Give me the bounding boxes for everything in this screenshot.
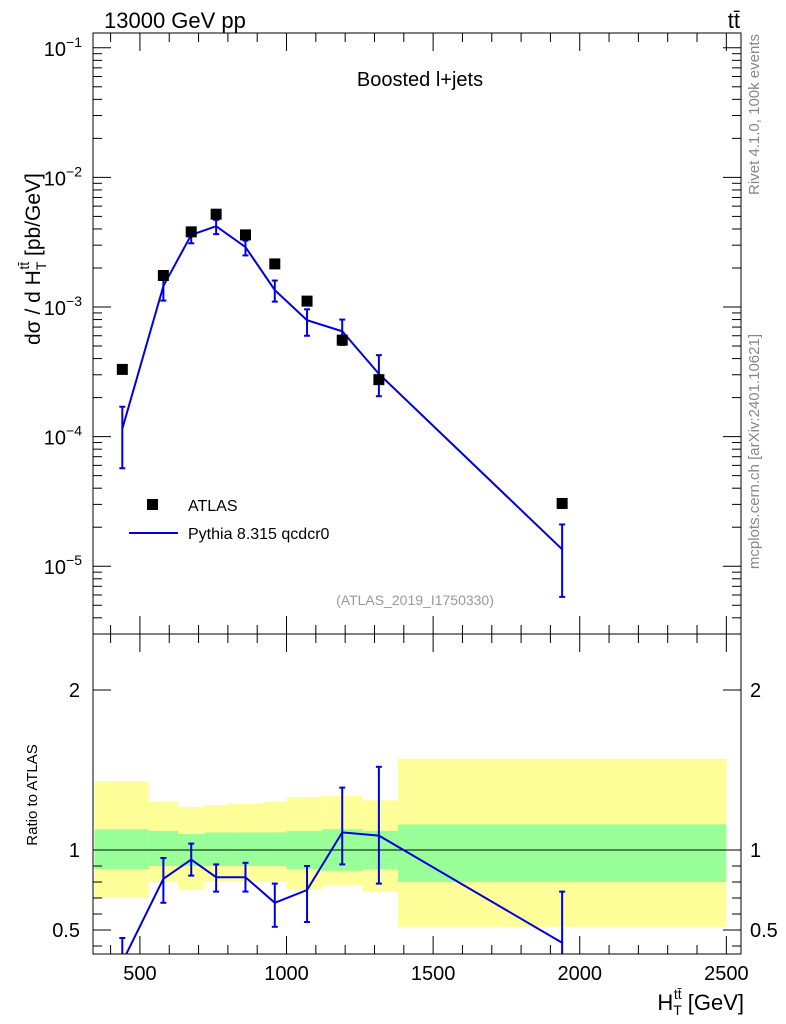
ratio-ytick-label-right: 0.5 [750, 920, 778, 942]
main-ytick-label: 10−5 [44, 552, 82, 579]
legend-atlas-marker [147, 499, 158, 510]
main-frame [92, 32, 742, 635]
atlas-point [239, 229, 251, 241]
mc-series [119, 218, 566, 598]
ratio-ytick-label: 0.5 [52, 920, 80, 942]
mc-line [121, 225, 563, 551]
ytick-base: 10 [44, 39, 66, 61]
ratio-ytick-labels: 2 2 1 1 0.5 0.5 [52, 680, 778, 942]
atlas-point [157, 269, 169, 281]
atlas-point [301, 295, 313, 307]
rivet-label: Rivet 4.1.0, 100k events [746, 34, 763, 195]
ytick-exp: −5 [66, 552, 82, 568]
ytick-exp: −3 [66, 293, 82, 309]
ratio-axis-ticks [93, 634, 741, 954]
ytick-base: 10 [44, 428, 66, 450]
xtick-label: 2500 [704, 963, 749, 985]
atlas-point [269, 258, 281, 270]
xlabel-sub: T [673, 1002, 682, 1018]
atlas-point [185, 226, 197, 238]
ytick-exp: −1 [66, 34, 82, 50]
xlabel: HTtt̄ [GeV] [657, 986, 744, 1018]
atlas-series [116, 208, 568, 509]
ytick-exp: −2 [66, 163, 82, 179]
xtick-label: 1500 [411, 963, 456, 985]
atlas-point [116, 363, 128, 375]
ratio-band-inner [397, 824, 727, 882]
main-ytick-label: 10−2 [44, 163, 82, 190]
ratio-frame [92, 633, 742, 955]
ratio-line [125, 831, 563, 954]
xtick-label: 1000 [264, 963, 309, 985]
ylabel-sup: tt̄ [16, 262, 32, 270]
main-ytick-label: 10−4 [44, 423, 82, 450]
xtick-label: 2000 [557, 963, 602, 985]
atlas-point [373, 374, 385, 386]
ratio-ytick-label: 1 [69, 840, 80, 862]
atlas-point [556, 497, 568, 509]
header-left: 13000 GeV pp [104, 8, 246, 33]
ylabel-part-a: dσ / d H [22, 270, 45, 345]
ratio-series-group [119, 765, 566, 954]
header-right: tt̄ [728, 8, 740, 33]
ratio-ytick-label: 2 [69, 680, 80, 702]
xtick-label: 500 [123, 963, 156, 985]
ratio-series [119, 765, 566, 954]
ratio-ytick-label-right: 2 [750, 680, 761, 702]
ratio-band-inner [227, 832, 264, 866]
main-ytick-label: 10−3 [44, 293, 82, 320]
main-ytick-label: 10−1 [44, 34, 82, 61]
legend-mc-label: Pythia 8.315 qcdcr0 [188, 526, 330, 543]
ratio-band-inner [204, 832, 228, 866]
ratio-ylabel: Ratio to ATLAS [24, 744, 41, 845]
source-label: mcplots.cern.ch [arXiv:2401.10621] [746, 334, 763, 569]
ratio-xtick-labels: 500 1000 1500 2000 2500 [123, 963, 748, 985]
ylabel-sub: T [33, 261, 49, 270]
ytick-base: 10 [44, 298, 66, 320]
analysis-id: (ATLAS_2019_I1750330) [336, 592, 494, 608]
xlabel-sup: tt̄ [674, 986, 682, 1002]
main-ylabel: dσ / d HTtt̄ [pb/GeV] [16, 173, 49, 345]
ratio-ytick-label-right: 1 [750, 840, 761, 862]
main-ytick-labels: 10−110−210−310−410−5 [44, 34, 82, 579]
ytick-base: 10 [44, 168, 66, 190]
xlabel-unit: [GeV] [682, 990, 744, 1015]
ratio-band-inner [94, 829, 149, 870]
legend-atlas-label: ATLAS [188, 498, 238, 515]
plot-title: Boosted l+jets [357, 69, 483, 91]
atlas-point [336, 334, 348, 346]
atlas-point [210, 208, 222, 220]
ylabel-unit: [pb/GeV] [22, 173, 45, 262]
ytick-base: 10 [44, 557, 66, 579]
legend: ATLAS Pythia 8.315 qcdcr0 [129, 498, 330, 543]
ytick-exp: −4 [66, 423, 82, 439]
main-axis-ticks [93, 33, 741, 635]
xlabel-h: H [657, 990, 673, 1015]
ratio-band-inner [263, 832, 287, 866]
main-ylabel-text: dσ / d HTtt̄ [pb/GeV] [16, 173, 49, 345]
